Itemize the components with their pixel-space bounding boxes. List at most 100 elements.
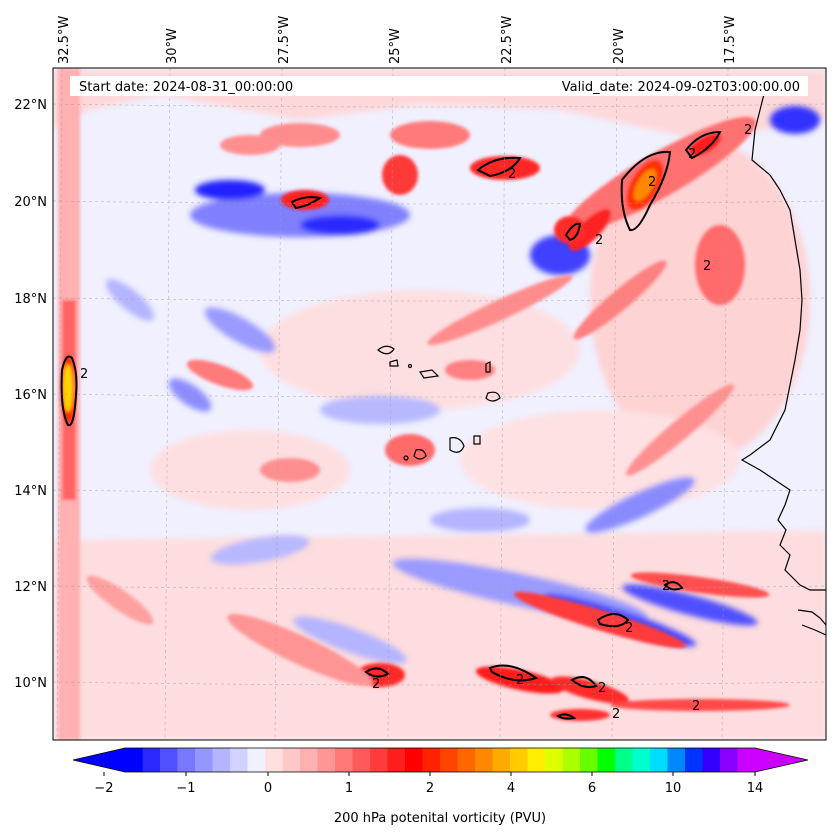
colorbar-tick-label: 0 — [264, 781, 272, 796]
contour-label: 2 — [598, 681, 606, 696]
colorbar-cell — [352, 748, 371, 772]
colorbar-title: 200 hPa potenital vorticity (PVU) — [334, 811, 546, 826]
contour-label: 2 — [80, 367, 88, 382]
colorbar-cell — [317, 748, 336, 772]
header-band — [70, 76, 808, 96]
lon-label: 27.5°W — [277, 16, 292, 64]
colorbar-cell — [720, 748, 738, 772]
lon-label: 25°W — [388, 28, 403, 64]
colorbar-cell — [562, 748, 581, 772]
colorbar-cell — [405, 748, 423, 772]
lat-label: 12°N — [14, 580, 47, 595]
colorbar-cell — [527, 748, 546, 772]
colorbar-cell — [457, 748, 476, 772]
contour-top-left — [290, 196, 323, 210]
lat-label: 14°N — [14, 484, 47, 499]
colorbar-cell — [387, 748, 406, 772]
colorbar-ticks — [103, 772, 756, 776]
colorbar-cell — [230, 748, 248, 772]
colorbar-cell — [632, 748, 651, 772]
contour-bottom-5 — [364, 667, 390, 678]
lon-label: 32.5°W — [57, 16, 72, 64]
colorbar-cell — [440, 748, 458, 772]
colorbar-cell — [370, 748, 388, 772]
colorbar: −2 −1 0 1 2 4 6 10 14 200 hPa potenital … — [72, 747, 809, 826]
colorbar-cell — [615, 748, 633, 772]
cape-verde-islands — [377, 345, 501, 461]
contour-label: 2 — [692, 699, 700, 714]
colorbar-tick-label: 14 — [747, 781, 764, 796]
colorbar-cell — [335, 748, 353, 772]
lon-label: 30°W — [165, 28, 180, 64]
contour-label: 2 — [625, 621, 633, 636]
latitude-labels: 22°N 20°N 18°N 16°N 14°N 12°N 10°N — [14, 98, 47, 691]
colorbar-cell — [422, 748, 441, 772]
map-frame — [52, 67, 827, 741]
colorbar-tick-label: −2 — [94, 781, 113, 796]
contour-label: 2 — [648, 175, 656, 190]
colorbar-cells — [125, 748, 756, 772]
contour-label: 2 — [703, 259, 711, 274]
colorbar-tick-label: 2 — [426, 781, 434, 796]
colorbar-cell — [545, 748, 563, 772]
map-panel: 2 2 2 2 2 2 2 2 2 2 2 2 2 2 — [53, 68, 826, 740]
lon-label: 20°W — [612, 28, 627, 64]
contour-top-mid — [476, 156, 522, 178]
contour-label: 2 — [508, 167, 516, 182]
contour-labels: 2 2 2 2 2 2 2 2 2 2 2 2 2 2 — [80, 123, 752, 722]
colorbar-cell — [160, 748, 178, 772]
lon-label: 22.5°W — [500, 16, 515, 64]
colorbar-cell — [492, 748, 511, 772]
contour-bottom-1 — [596, 613, 630, 628]
colorbar-cell — [300, 748, 318, 772]
graticule — [53, 68, 826, 740]
pv-positive-filaments — [58, 68, 790, 740]
lat-label: 20°N — [14, 195, 47, 210]
colorbar-tick-label: 1 — [345, 781, 353, 796]
longitude-labels: 32.5°W 30°W 27.5°W 25°W 22.5°W 20°W 17.5… — [57, 16, 738, 64]
contour-ne-small — [684, 130, 722, 160]
africa-coastline — [740, 89, 826, 591]
colorbar-extend-high — [755, 748, 808, 772]
colorbar-tick-label: −1 — [176, 781, 195, 796]
lat-label: 18°N — [14, 292, 47, 307]
colorbar-cell — [650, 748, 668, 772]
colorbar-extend-low — [73, 748, 125, 772]
colorbar-tick-labels: −2 −1 0 1 2 4 6 10 14 — [94, 781, 763, 796]
africa-coastline-south — [797, 609, 826, 636]
colorbar-tick-label: 10 — [665, 781, 682, 796]
contour-label: 2 — [688, 147, 696, 162]
contour-bottom-4 — [570, 676, 598, 689]
contour-label: 2 — [662, 579, 670, 594]
colorbar-cell — [510, 748, 528, 772]
contour-bottom-2 — [663, 581, 684, 591]
colorbar-cell — [142, 748, 161, 772]
contour-mid-small — [564, 222, 582, 242]
colorbar-cell — [597, 748, 616, 772]
colorbar-cell — [212, 748, 231, 772]
lat-label: 10°N — [14, 676, 47, 691]
colorbar-outline — [72, 747, 809, 773]
colorbar-cell — [702, 748, 721, 772]
colorbar-cell — [195, 748, 213, 772]
contour-label: 2 — [372, 677, 380, 692]
colorbar-cell — [282, 748, 301, 772]
contour-label: 2 — [612, 707, 620, 722]
colorbar-cell — [247, 748, 266, 772]
colorbar-tick-label: 6 — [588, 781, 596, 796]
lat-label: 16°N — [14, 388, 47, 403]
colorbar-cell — [667, 748, 686, 772]
pv-2-contours — [60, 130, 722, 720]
contour-left-edge — [60, 355, 78, 427]
colorbar-tick-label: 4 — [507, 781, 515, 796]
colorbar-cell — [177, 748, 196, 772]
colorbar-cell — [125, 748, 143, 772]
contour-label: 2 — [595, 233, 603, 248]
colorbar-cell — [685, 748, 703, 772]
contour-bottom-6 — [556, 713, 577, 720]
colorbar-cell — [737, 748, 756, 772]
contour-label: 2 — [516, 673, 524, 688]
lat-label: 22°N — [14, 98, 47, 113]
contour-label: 2 — [744, 123, 752, 138]
